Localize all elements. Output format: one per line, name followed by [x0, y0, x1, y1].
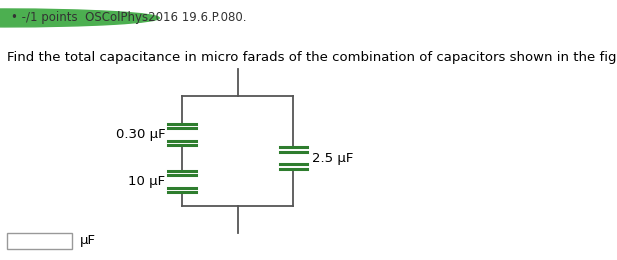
Text: 10 μF: 10 μF: [128, 175, 165, 188]
Text: 2.5 μF: 2.5 μF: [312, 152, 353, 165]
Text: 0.30 μF: 0.30 μF: [116, 128, 165, 141]
Bar: [7, 233, 72, 249]
Text: Find the total capacitance in micro farads of the combination of capacitors show: Find the total capacitance in micro fara…: [7, 51, 617, 64]
Text: μF: μF: [80, 235, 96, 248]
Text: • -/1 points  OSColPhys2016 19.6.P.080.: • -/1 points OSColPhys2016 19.6.P.080.: [11, 11, 247, 24]
Circle shape: [0, 9, 159, 27]
